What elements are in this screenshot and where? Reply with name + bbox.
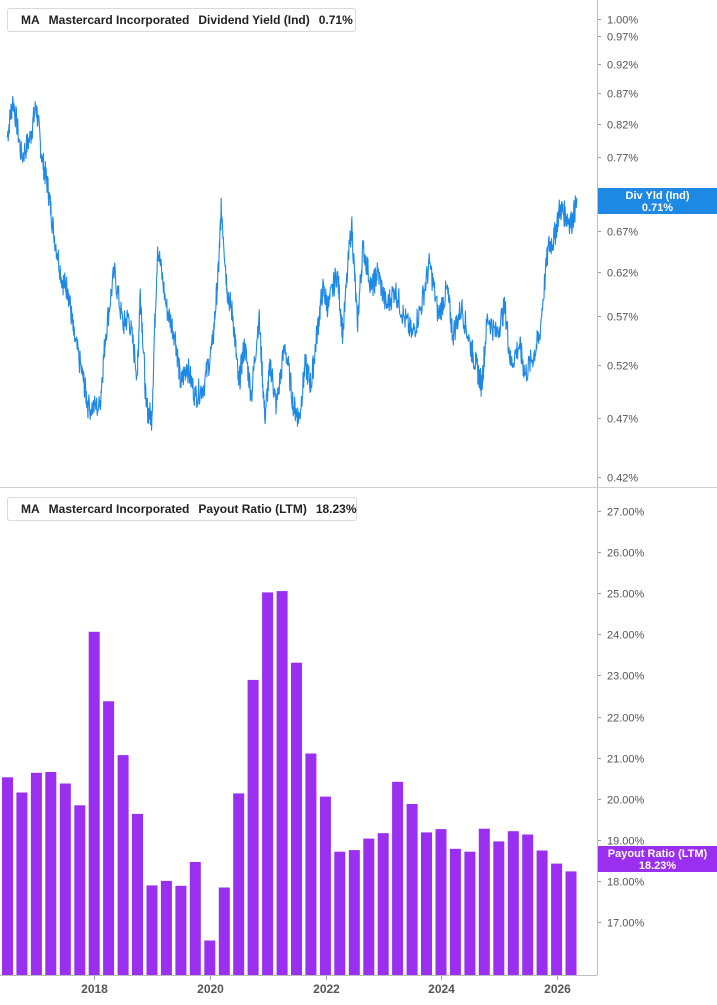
top-legend: MA Mastercard Incorporated Dividend Yiel…	[7, 8, 356, 32]
top-y-tick-label: 1.00%	[607, 15, 638, 27]
payout-bar	[74, 805, 86, 975]
payout-bar	[493, 841, 505, 975]
payout-bar	[262, 592, 274, 975]
payout-bar	[565, 871, 577, 975]
payout-ratio-tag-value: 18.23%	[638, 860, 677, 872]
payout-bar	[16, 792, 28, 975]
payout-bar	[507, 831, 519, 975]
payout-bar	[522, 834, 534, 975]
payout-bar	[291, 662, 302, 975]
bottom-y-tick-label: 19.00%	[607, 836, 645, 848]
payout-bar	[363, 838, 375, 975]
payout-bar	[30, 772, 42, 975]
top-y-axis: 0.42%0.47%0.52%0.57%0.62%0.67%0.72%0.77%…	[597, 15, 638, 485]
payout-ratio-tag: Payout Ratio (LTM) 18.23%	[598, 846, 717, 872]
x-tick-label: 2024	[428, 982, 455, 996]
x-tick-label: 2022	[313, 982, 340, 996]
top-y-tick-label: 0.82%	[607, 120, 638, 132]
payout-bar	[146, 885, 158, 975]
payout-bar	[2, 777, 13, 975]
payout-bar	[319, 796, 331, 975]
top-y-tick-label: 0.57%	[607, 312, 638, 324]
payout-ratio-series	[2, 591, 577, 975]
payout-bar	[233, 793, 245, 975]
payout-bar	[276, 591, 288, 975]
bottom-y-tick-label: 27.00%	[607, 507, 645, 519]
top-y-tick-label: 0.52%	[607, 361, 638, 373]
dividend-yield-line	[6, 96, 578, 431]
payout-bar	[117, 755, 129, 975]
dividend-yield-series	[6, 96, 578, 431]
payout-bar	[478, 828, 490, 975]
payout-bar	[88, 631, 100, 975]
top-y-tick-label: 0.42%	[607, 473, 638, 485]
bottom-legend-ticker: MA	[21, 502, 40, 516]
bottom-legend-metric: Payout Ratio (LTM)	[198, 502, 307, 516]
bottom-y-tick-label: 26.00%	[607, 548, 645, 560]
bottom-legend-company: Mastercard Incorporated	[48, 502, 190, 516]
top-y-tick-label: 0.67%	[607, 227, 638, 239]
x-tick-label: 2026	[544, 982, 571, 996]
bottom-y-tick-label: 22.00%	[607, 713, 645, 725]
payout-bar	[175, 885, 187, 975]
bottom-legend-value: 18.23%	[315, 502, 357, 516]
bottom-y-tick-label: 20.00%	[607, 795, 645, 807]
top-legend-value: 0.71%	[318, 13, 353, 27]
top-y-tick-label: 0.77%	[607, 153, 638, 165]
payout-bar	[392, 781, 404, 975]
top-legend-company: Mastercard Incorporated	[48, 13, 190, 27]
bottom-y-axis: 17.00% 18.00% 19.00% 20.00% 21.00% 22.00% 23.0…	[597, 507, 645, 930]
top-y-tick-label: 0.97%	[607, 32, 638, 44]
x-tick-label: 2018	[81, 982, 108, 996]
payout-bar	[218, 887, 230, 975]
top-legend-ticker: MA	[21, 13, 40, 27]
top-y-tick-label: 0.87%	[607, 89, 638, 101]
bottom-legend: MA Mastercard Incorporated Payout Ratio …	[7, 497, 357, 521]
payout-bar	[334, 851, 346, 975]
payout-bar	[348, 850, 360, 975]
payout-bar	[204, 940, 216, 975]
bottom-y-tick-label: 18.00%	[607, 877, 645, 889]
bottom-y-tick-label: 24.00%	[607, 630, 645, 642]
x-tick-label: 2020	[197, 982, 224, 996]
payout-bar	[551, 863, 563, 975]
bottom-y-tick-label: 21.00%	[607, 754, 645, 766]
payout-bar	[189, 862, 201, 975]
bottom-y-tick-label: 17.00%	[607, 918, 645, 930]
bottom-y-tick-label: 25.00%	[607, 589, 645, 601]
payout-bar	[464, 851, 476, 975]
payout-bar	[160, 880, 172, 975]
payout-bar	[59, 783, 71, 975]
div-yield-tag: Div Yld (Ind) 0.71%	[598, 188, 717, 214]
div-yield-tag-label: Div Yld (Ind)	[625, 190, 690, 202]
payout-bar	[536, 850, 548, 975]
payout-bar	[449, 848, 461, 975]
payout-bar	[305, 753, 317, 975]
payout-bar	[406, 804, 418, 975]
payout-ratio-tag-label: Payout Ratio (LTM)	[607, 848, 708, 860]
bottom-y-tick-label: 23.00%	[607, 671, 645, 683]
top-y-tick-label: 0.62%	[607, 268, 638, 280]
payout-bar	[421, 832, 432, 975]
payout-bar	[247, 679, 259, 975]
payout-bar	[45, 772, 57, 975]
div-yield-tag-value: 0.71%	[641, 202, 674, 214]
top-y-tick-label: 0.47%	[607, 414, 638, 426]
x-axis: 2018 2020 2022 2024 2026	[81, 975, 571, 996]
top-legend-metric: Dividend Yield (Ind)	[198, 13, 310, 27]
top-y-tick-label: 0.92%	[607, 60, 638, 72]
payout-bar	[132, 813, 143, 975]
payout-bar	[377, 833, 389, 975]
payout-bar	[435, 829, 447, 975]
payout-bar	[103, 701, 115, 975]
